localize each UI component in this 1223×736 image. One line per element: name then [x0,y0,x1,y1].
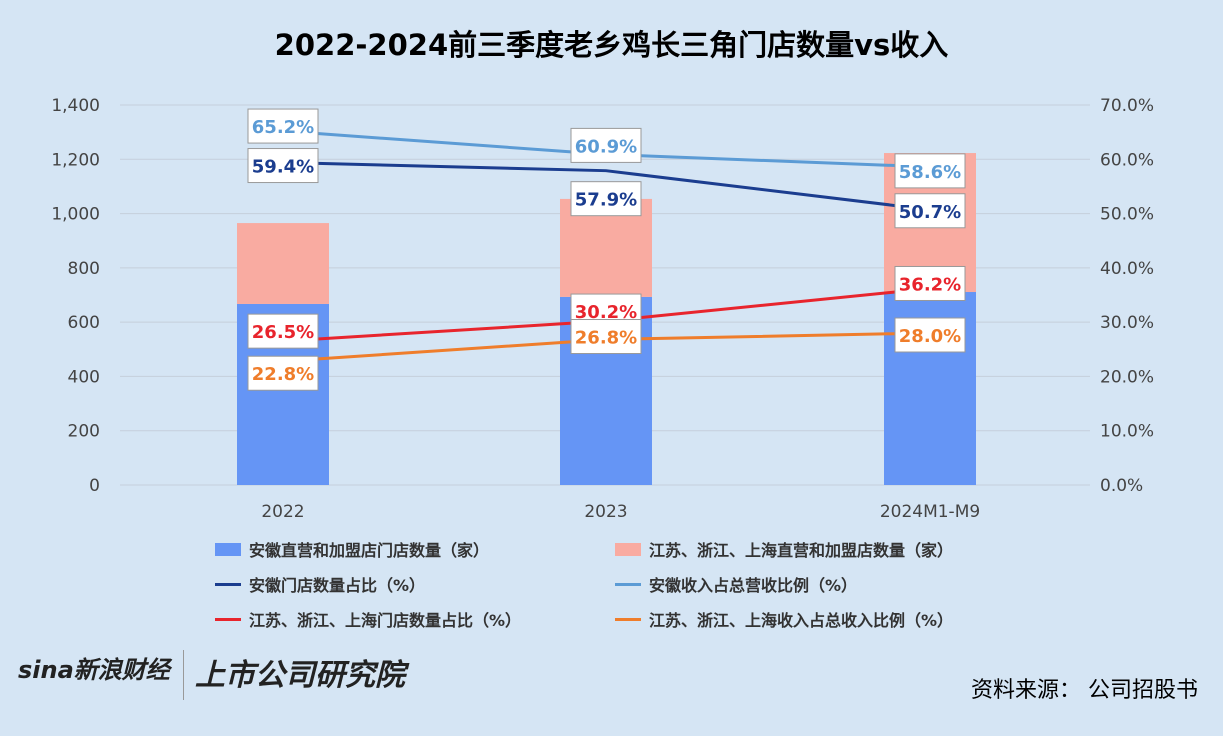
legend: 安徽直营和加盟店门店数量（家） 江苏、浙江、上海直营和加盟店数量（家） 安徽门店数量… [215,538,1115,630]
data-label-box [570,181,642,217]
data-label: 30.2% [575,302,637,323]
data-label: 26.8% [575,328,637,349]
right-tick-label: 30.0% [1100,313,1154,333]
left-tick-label: 600 [68,313,100,333]
legend-item: 江苏、浙江、上海门店数量占比（%） [215,608,615,630]
data-label: 57.9% [575,190,637,211]
data-label-box [894,193,966,229]
legend-swatch [615,542,641,556]
x-tick-label: 2022 [261,502,304,522]
left-tick-label: 1,200 [51,150,100,170]
data-label: 59.4% [252,157,314,178]
data-label: 50.7% [899,202,961,223]
data-label-box [894,153,966,189]
chart-title: 2022-2024前三季度老乡鸡长三角门店数量vs收入 [274,28,949,62]
right-tick-label: 10.0% [1100,422,1154,442]
legend-swatch [615,582,641,586]
legend-item: 江苏、浙江、上海收入占总收入比例（%） [615,608,1015,630]
data-label-box [247,355,319,391]
data-label-box [247,313,319,349]
data-label-box [570,319,642,355]
right-tick-label: 0.0% [1100,476,1143,496]
data-label-box [247,148,319,184]
legend-swatch [215,582,241,586]
data-label-box [894,317,966,353]
data-label: 22.8% [252,364,314,385]
right-tick-label: 60.0% [1100,150,1154,170]
data-label: 26.5% [252,322,314,343]
data-label-box [247,108,319,144]
right-tick-label: 50.0% [1100,205,1154,225]
sina-logo: sina新浪财经 [18,656,170,684]
institute-logo: 上市公司研究院 [195,658,405,693]
right-tick-label: 70.0% [1100,96,1154,116]
legend-item: 江苏、浙江、上海直营和加盟店数量（家） [615,538,1015,560]
left-tick-label: 200 [68,422,100,442]
bar-jzs [237,223,329,304]
data-label-box [894,265,966,301]
legend-label: 江苏、浙江、上海收入占总收入比例（%） [649,611,954,630]
data-label: 60.9% [575,136,637,157]
left-tick-label: 800 [68,259,100,279]
x-tick-label: 2024M1-M9 [880,502,980,522]
data-label: 58.6% [899,162,961,183]
right-tick-label: 20.0% [1100,367,1154,387]
left-tick-label: 0 [89,476,100,496]
legend-label: 江苏、浙江、上海门店数量占比（%） [249,611,522,630]
left-tick-label: 1,400 [51,96,100,116]
x-tick-label: 2023 [584,502,627,522]
divider [183,650,184,700]
legend-label: 安徽直营和加盟店门店数量（家） [249,541,490,560]
source-note: 资料来源： 公司招股书 [971,678,1198,703]
data-label-box [570,127,642,163]
right-tick-label: 40.0% [1100,259,1154,279]
data-label: 28.0% [899,326,961,347]
legend-swatch [615,617,641,621]
legend-item: 安徽直营和加盟店门店数量（家） [215,538,615,560]
data-label: 36.2% [899,274,961,295]
line-series [282,161,931,212]
legend-swatch [215,542,241,556]
left-tick-label: 400 [68,367,100,387]
legend-label: 安徽收入占总营收比例（%） [649,576,858,595]
legend-item: 安徽收入占总营收比例（%） [615,573,1015,595]
left-tick-label: 1,000 [51,205,100,225]
legend-swatch [215,617,241,621]
legend-item: 安徽门店数量占比（%） [215,573,615,595]
data-label: 65.2% [252,117,314,138]
legend-label: 安徽门店数量占比（%） [249,576,426,595]
legend-label: 江苏、浙江、上海直营和加盟店数量（家） [649,541,954,560]
